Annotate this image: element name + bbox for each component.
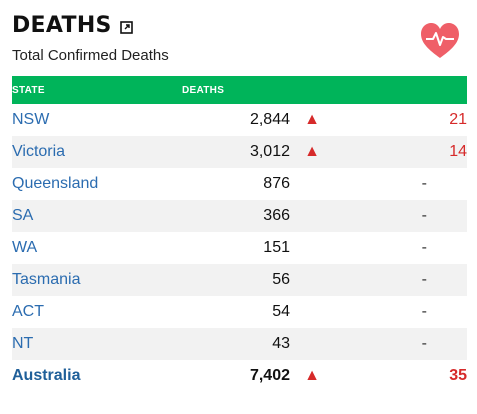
table-row: Queensland 876 -	[12, 168, 467, 200]
daily-change: -	[334, 200, 467, 232]
state-name: Victoria	[12, 136, 182, 168]
change-arrow	[290, 328, 334, 360]
state-name: Tasmania	[12, 264, 182, 296]
column-header-change	[334, 76, 467, 104]
column-header-deaths: DEATHS	[182, 84, 225, 96]
table-row: Victoria 3,012 ▲ 14	[12, 136, 467, 168]
heart-pulse-icon	[419, 21, 461, 61]
state-name: SA	[12, 200, 182, 232]
change-arrow	[290, 264, 334, 296]
change-arrow	[290, 168, 334, 200]
deaths-value: 2,844	[249, 111, 290, 128]
daily-change: -	[421, 303, 427, 320]
table-row: SA 366 -	[12, 200, 467, 232]
daily-change: -	[421, 239, 427, 256]
table-row: ACT 54 -	[12, 296, 467, 328]
state-name: WA	[12, 239, 38, 256]
change-arrow	[290, 232, 334, 264]
subtitle: Total Confirmed Deaths	[12, 47, 169, 64]
daily-change: -	[421, 175, 427, 192]
change-arrow	[290, 200, 334, 232]
deaths-value: 151	[263, 239, 290, 256]
column-header-arrow	[290, 76, 334, 104]
deaths-value: 876	[263, 175, 290, 192]
widget-header: DEATHS Total Confirmed Deaths	[12, 12, 467, 72]
total-daily-change: 35	[449, 367, 467, 384]
change-arrow	[290, 296, 334, 328]
state-name: Queensland	[12, 175, 99, 192]
table-header-row: STATE DEATHS	[12, 76, 467, 104]
deaths-value: 56	[182, 264, 290, 296]
daily-change: -	[334, 264, 467, 296]
daily-change: -	[334, 328, 467, 360]
table-row: Tasmania 56 -	[12, 264, 467, 296]
total-deaths-value: 7,402	[249, 367, 290, 384]
state-name: ACT	[12, 303, 44, 320]
increase-arrow-icon: ▲	[304, 111, 320, 128]
total-row: Australia 7,402 ▲ 35	[12, 360, 467, 392]
external-link-icon[interactable]	[119, 20, 133, 34]
state-name: NSW	[12, 111, 50, 128]
state-name: NT	[12, 328, 182, 360]
deaths-value: 3,012	[182, 136, 290, 168]
table-row: WA 151 -	[12, 232, 467, 264]
column-header-state: STATE	[12, 84, 45, 96]
page-title: DEATHS	[12, 13, 112, 38]
increase-arrow-icon: ▲	[304, 367, 320, 384]
deaths-value: 43	[182, 328, 290, 360]
table-row: NT 43 -	[12, 328, 467, 360]
daily-change: 14	[334, 136, 467, 168]
title-row: DEATHS	[12, 12, 467, 40]
deaths-table: STATE DEATHS NSW 2,844 ▲ 21 Victoria 3,0…	[12, 76, 467, 392]
deaths-value: 54	[272, 303, 290, 320]
deaths-value: 366	[182, 200, 290, 232]
increase-arrow-icon: ▲	[290, 136, 334, 168]
total-label: Australia	[12, 367, 81, 384]
daily-change: 21	[449, 111, 467, 128]
table-row: NSW 2,844 ▲ 21	[12, 104, 467, 136]
